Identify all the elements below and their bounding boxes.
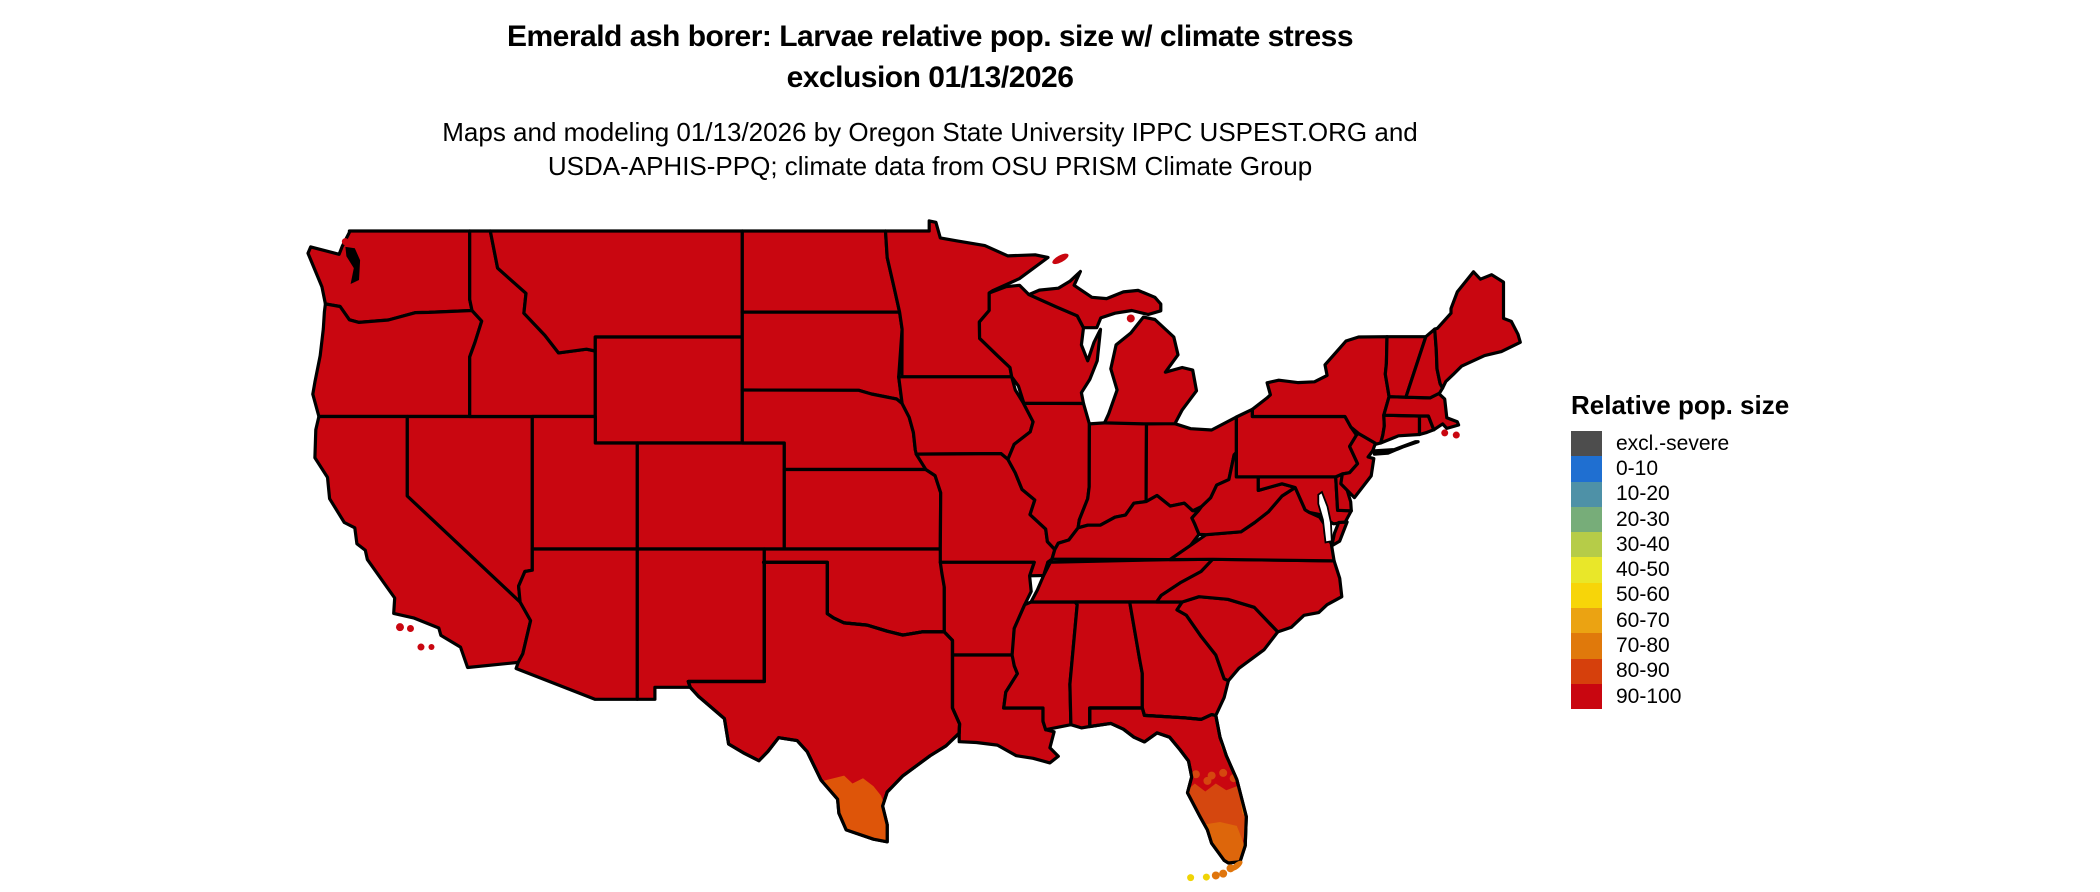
state-fl-outline	[1088, 706, 1248, 865]
state-mi_up	[1027, 269, 1163, 330]
legend-title: Relative pop. size	[1571, 390, 1790, 420]
state-pa	[1234, 407, 1360, 479]
legend-swatch	[1571, 658, 1602, 684]
figure-subtitle-line1: Maps and modeling 01/13/2026 by Oregon S…	[442, 117, 1418, 147]
state-co	[635, 441, 786, 551]
legend-swatch	[1571, 582, 1602, 609]
legend-swatch	[1571, 431, 1602, 457]
legend-label: 80-90	[1616, 659, 1670, 683]
legend-row-10-20: 10-20	[1571, 481, 1789, 507]
legend-label: 40-50	[1616, 558, 1670, 582]
state-va_shore	[1330, 520, 1349, 548]
legend-items: excl.-severe 0-10 10-20 20-30 30-40 40-50 50-6…	[1571, 431, 1789, 710]
islands-layer	[341, 238, 1460, 882]
state-nd	[740, 229, 902, 314]
legend-label: excl.-severe	[1616, 431, 1730, 455]
state-ks	[782, 467, 943, 551]
legend-swatch	[1571, 506, 1602, 533]
figure-subtitle: Maps and modeling 01/13/2026 by Oregon S…	[315, 115, 1545, 183]
state-nm	[635, 547, 766, 701]
legend-row-0-10: 0-10	[1571, 456, 1789, 482]
legend-label: 30-40	[1616, 532, 1670, 556]
figure-title-line1: Emerald ash borer: Larvae relative pop. …	[506, 20, 1354, 53]
puget-sound-blob	[345, 246, 361, 284]
figure-title: Emerald ash borer: Larvae relative pop. …	[315, 16, 1545, 98]
legend-row-80-90: 80-90	[1571, 658, 1789, 684]
isle-royale	[1052, 253, 1069, 265]
legend-swatch	[1571, 633, 1602, 659]
state-tx-outline	[686, 560, 962, 844]
legend-swatch	[1571, 481, 1602, 507]
state-wy	[593, 335, 744, 445]
legend-row-50-60: 50-60	[1571, 582, 1789, 609]
state-or	[311, 302, 484, 419]
legend-label: 90-100	[1616, 684, 1682, 708]
legend-swatch	[1571, 557, 1602, 583]
legend-row-40-50: 40-50	[1571, 557, 1789, 583]
figure-title-line2: exclusion 01/13/2026	[786, 61, 1074, 94]
legend-label: 50-60	[1616, 583, 1670, 607]
legend-swatch	[1571, 532, 1602, 558]
legend-label: 10-20	[1616, 482, 1670, 506]
legend-swatch	[1571, 456, 1602, 482]
state-li	[1372, 440, 1420, 456]
figure-subtitle-line2: USDA-APHIS-PPQ; climate data from OSU PR…	[547, 151, 1313, 181]
legend-row-20-30: 20-30	[1571, 506, 1789, 533]
legend-row-70-80: 70-80	[1571, 633, 1789, 659]
map-legend: Relative pop. size excl.-severe 0-10 10-20…	[1571, 390, 1790, 710]
state-az	[514, 547, 639, 701]
legend-row-90-100: 90-100	[1571, 683, 1789, 710]
legend-row-60-70: 60-70	[1571, 608, 1789, 634]
legend-label: 60-70	[1616, 608, 1670, 632]
legend-swatch	[1571, 608, 1602, 634]
chesapeake-bay	[1317, 490, 1333, 544]
state-mi_lp	[1102, 315, 1199, 426]
state-nj	[1339, 431, 1377, 500]
legend-label: 0-10	[1616, 456, 1659, 480]
legend-row-30-40: 30-40	[1571, 532, 1789, 558]
legend-label: 20-30	[1616, 507, 1670, 531]
state-nc	[1155, 557, 1344, 634]
legend-swatch	[1571, 683, 1602, 710]
legend-label: 70-80	[1616, 634, 1670, 658]
state-ct	[1379, 413, 1422, 445]
legend-row-excl-severe: excl.-severe	[1571, 431, 1789, 457]
state-me	[1433, 270, 1522, 390]
